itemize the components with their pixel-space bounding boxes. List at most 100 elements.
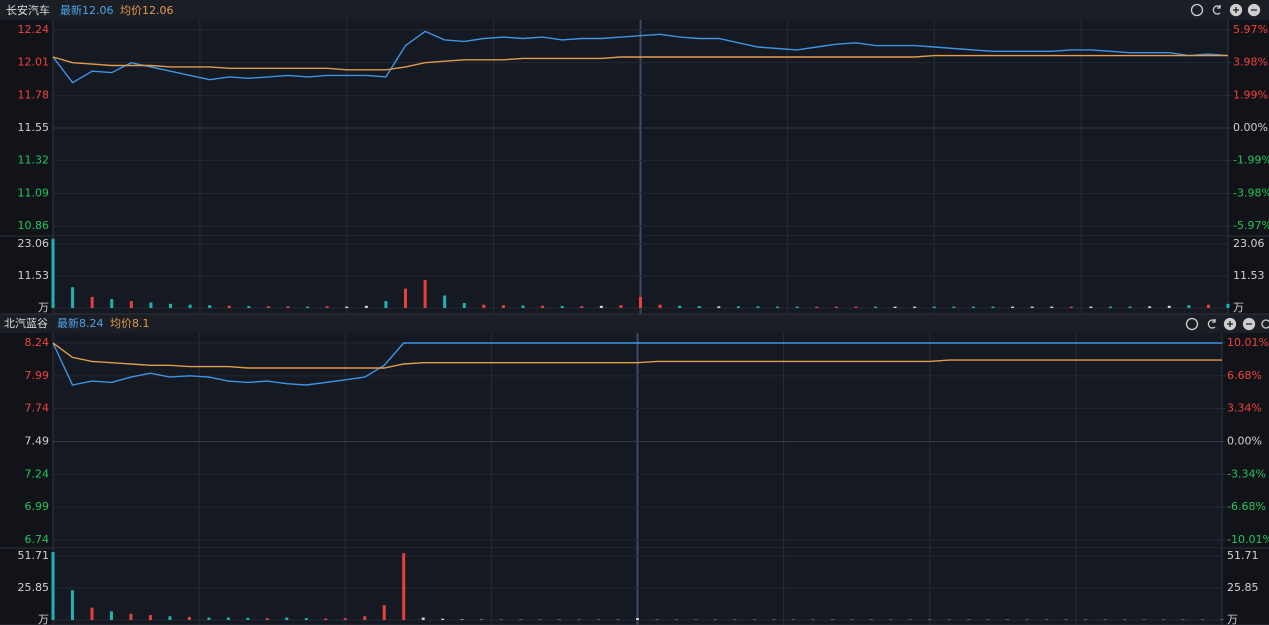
volume-bar	[404, 288, 407, 308]
volume-bar	[1206, 304, 1210, 308]
volume-bar	[952, 306, 956, 308]
toolbar-glyphs	[1227, 7, 1257, 327]
volume-bar	[1069, 306, 1073, 308]
volume-bar	[71, 287, 75, 308]
latest-value: 8.24	[79, 317, 104, 330]
settings-button[interactable]	[1261, 319, 1269, 329]
volume-bar	[90, 296, 94, 308]
volume-bar	[265, 618, 269, 620]
volume-bar	[932, 306, 936, 308]
reset-button[interactable]	[1212, 5, 1221, 15]
volume-bar	[441, 618, 445, 620]
volume-bar	[834, 306, 838, 308]
latest-value: 12.06	[82, 4, 114, 17]
volume-bar	[501, 305, 505, 308]
y2-tick-label: -1.99%	[1233, 154, 1269, 167]
volume-bar	[1226, 303, 1230, 308]
volume-bar	[169, 303, 172, 308]
y2-tick-label: 0.00%	[1227, 435, 1262, 448]
volume-bar	[266, 306, 270, 308]
volume-bar	[658, 304, 662, 308]
avg-price: 均价12.06	[120, 4, 174, 17]
volume-bar	[521, 305, 525, 308]
volume-bar	[129, 613, 133, 620]
volume-bar	[1089, 306, 1093, 308]
avg-label: 均价	[110, 317, 132, 330]
y2-tick-label: 3.98%	[1233, 56, 1268, 69]
volume-bar	[149, 302, 153, 308]
volume-bar	[482, 304, 486, 308]
volume-bar	[1148, 306, 1152, 308]
avg-line	[52, 54, 1228, 71]
y-tick-label: 11.32	[18, 154, 50, 167]
avg-price: 均价8.1	[110, 317, 150, 330]
volume-bar	[109, 611, 113, 620]
header-bar	[0, 0, 1269, 20]
avg-line	[52, 342, 1222, 369]
y2-tick-label: -3.34%	[1227, 467, 1266, 480]
y-tick-label: 51.71	[18, 549, 50, 562]
volume-bar	[423, 279, 427, 308]
y-tick-label-right: 25.85	[1227, 581, 1259, 594]
volume-bar	[364, 305, 368, 308]
volume-bar	[363, 616, 367, 620]
y-tick-label: 25.85	[18, 581, 50, 594]
y-tick-label: 11.55	[18, 121, 50, 134]
y-tick-label: 12.01	[18, 56, 50, 69]
volume-bar	[168, 616, 172, 620]
volume-bar	[1187, 305, 1191, 308]
glyph	[1227, 7, 1257, 327]
volume-bar	[285, 617, 289, 620]
volume-bar	[343, 618, 347, 620]
volume-bar	[148, 615, 152, 620]
y2-tick-label: 6.68%	[1227, 369, 1262, 382]
volume-bar	[893, 306, 897, 308]
y-tick-label: 11.78	[18, 88, 50, 101]
volume-bar	[306, 306, 310, 308]
y-tick-label: 6.99	[25, 500, 50, 513]
volume-bar	[51, 238, 55, 308]
volume-bar	[443, 295, 447, 308]
volume-bar	[384, 301, 388, 308]
settle-button[interactable]	[1190, 3, 1204, 17]
volume-bar	[187, 616, 191, 620]
volume-bar	[697, 306, 701, 308]
volume-bar	[541, 305, 545, 308]
y-tick-label: 7.99	[25, 369, 50, 382]
volume-bar	[325, 306, 329, 308]
reset-button[interactable]	[1207, 319, 1216, 329]
y-tick-label-right: 51.71	[1227, 549, 1259, 562]
volume-bar	[795, 306, 799, 308]
volume-bar	[1128, 306, 1132, 308]
volume-bar	[854, 306, 858, 308]
y-tick-label: 7.74	[25, 402, 50, 415]
volume-bar	[1011, 306, 1015, 308]
volume-bar	[678, 305, 682, 308]
y2-tick-label: -5.97%	[1233, 219, 1269, 232]
volume-bar	[599, 305, 603, 308]
volume-bar	[402, 553, 406, 620]
y-tick-label: 11.53	[18, 269, 50, 282]
volume-bar	[913, 306, 917, 308]
volume-bar	[1050, 306, 1054, 308]
avg-value: 12.06	[142, 4, 174, 17]
volume-bar	[462, 303, 466, 308]
volume-bar	[110, 299, 114, 308]
y-tick-label: 万	[38, 301, 49, 314]
volume-bar	[247, 306, 251, 308]
settle-button[interactable]	[1185, 317, 1199, 331]
y-tick-label: 7.24	[25, 467, 50, 480]
volume-bar	[286, 306, 290, 308]
volume-bar	[560, 306, 564, 308]
volume-bar	[345, 306, 349, 308]
volume-bar	[619, 305, 623, 308]
volume-bar	[756, 306, 760, 308]
volume-bar	[207, 617, 211, 620]
y-tick-label: 11.09	[18, 186, 50, 199]
y2-tick-label: 1.99%	[1233, 88, 1268, 101]
y-tick-label-right: 23.06	[1233, 237, 1265, 250]
y-tick-label-right: 万	[1227, 613, 1238, 625]
y-tick-label-right: 万	[1233, 301, 1244, 314]
